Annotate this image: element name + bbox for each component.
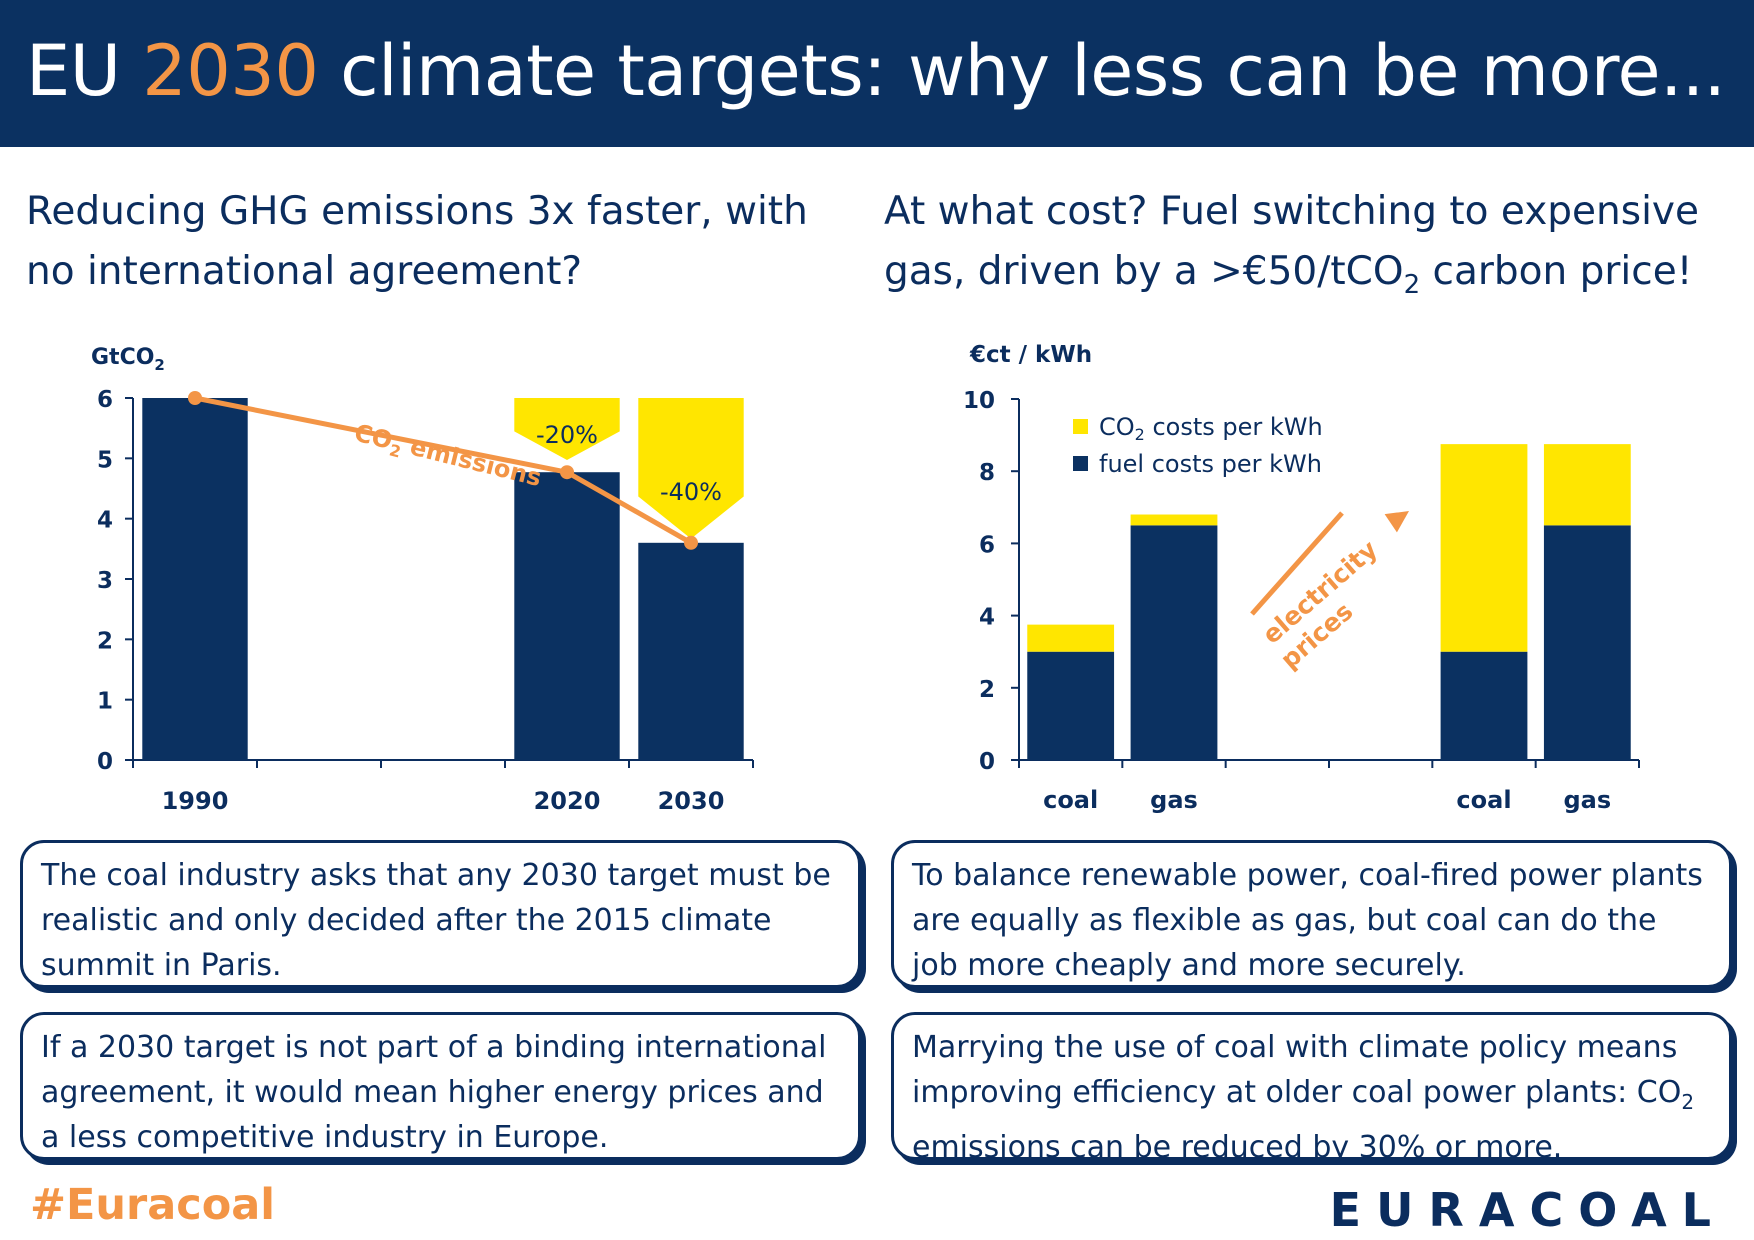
title-banner: EU 2030 climate targets: why less can be… [0, 0, 1754, 147]
efficiency-box-subscript: 2 [1681, 1090, 1695, 1114]
legend-label-fuel: fuel costs per kWh [1099, 450, 1322, 478]
efficiency-box: Marrying the use of coal with climate po… [891, 1012, 1732, 1165]
y-tick-label: 2 [979, 677, 995, 703]
reduction-label-2030: -40% [660, 478, 722, 506]
co2-point-2020 [560, 465, 574, 480]
co2-point-2030 [684, 535, 698, 550]
euracoal-logo: EURACOAL [1329, 1183, 1726, 1237]
y-tick-label: 0 [97, 749, 113, 775]
efficiency-box-text-end: emissions can be reduced by 30% or more. [912, 1130, 1563, 1165]
legend-label-co2: CO2 costs per kWh [1099, 413, 1323, 444]
bar-co2-gas [1130, 514, 1218, 526]
x-tick-label: gas [1563, 786, 1611, 814]
y-tick-label: 4 [979, 605, 995, 631]
page-title: EU 2030 climate targets: why less can be… [26, 30, 1726, 112]
x-tick-label: 2030 [658, 787, 725, 815]
bar-co2-gas [1543, 444, 1631, 526]
right-headline: At what cost? Fuel switching to expensiv… [884, 182, 1744, 315]
title-suffix: climate targets: why less can be more... [318, 30, 1726, 112]
bar-fuel-gas [1130, 525, 1218, 760]
legend-swatch-co2 [1073, 419, 1088, 434]
bar-fuel-gas [1543, 525, 1631, 760]
bar-co2-coal [1027, 624, 1115, 652]
left-headline: Reducing GHG emissions 3x faster, with n… [26, 189, 808, 294]
price-arrow-shaft [1250, 511, 1344, 616]
cost-chart: 0 2 4 6 8 10 coal gas coal gas €ct / kWh CO2 cost… [963, 342, 1640, 814]
x-tick-label: 1990 [162, 787, 229, 815]
co2-point-1990 [188, 391, 202, 405]
legend: CO2 costs per kWh fuel costs per kWh [1073, 413, 1323, 478]
y-tick-label: 1 [97, 689, 113, 715]
international-agreement-box: If a 2030 target is not part of a bindin… [20, 1012, 861, 1160]
x-tick-label: 2020 [534, 787, 601, 815]
title-year-highlight: 2030 [142, 30, 319, 112]
legend-swatch-fuel [1073, 456, 1088, 471]
coal-industry-box: The coal industry asks that any 2030 tar… [20, 840, 861, 988]
y-tick-label: 6 [979, 532, 995, 558]
right-headline-subscript: 2 [1403, 269, 1421, 300]
flexibility-box: To balance renewable power, coal-fired p… [891, 840, 1732, 988]
x-tick-label: coal [1043, 786, 1098, 814]
x-tick-label: gas [1150, 786, 1198, 814]
efficiency-box-text: Marrying the use of coal with climate po… [912, 1030, 1682, 1110]
right-headline-text-end: carbon price! [1420, 249, 1693, 294]
y-tick-label: 10 [963, 388, 995, 414]
electricity-prices-annotation: electricity prices [1250, 511, 1409, 675]
bar-fuel-coal [1440, 651, 1528, 760]
y-tick-label: 5 [97, 447, 113, 473]
y-axis-label: €ct / kWh [969, 342, 1092, 368]
price-arrow-head [1384, 511, 1409, 533]
y-tick-label: 3 [97, 568, 113, 594]
bar-2030 [638, 542, 744, 760]
reduction-flag-2030 [638, 398, 744, 539]
y-tick-label: 2 [97, 628, 113, 654]
y-axis-label: GtCO2 [91, 345, 165, 374]
bar-co2-coal [1440, 444, 1528, 652]
bar-fuel-coal [1027, 651, 1115, 760]
title-prefix: EU [26, 30, 143, 112]
y-tick-label: 4 [97, 508, 113, 534]
y-tick-label: 8 [979, 460, 995, 486]
right-headline-text: At what cost? Fuel switching to expensiv… [884, 189, 1699, 294]
bar-1990 [142, 398, 248, 760]
y-tick-label: 0 [979, 749, 995, 775]
y-tick-label: 6 [97, 387, 113, 413]
reduction-label-2020: -20% [536, 421, 598, 449]
bar-2020 [514, 472, 620, 760]
x-tick-label: coal [1456, 786, 1511, 814]
reduction-flag-2020 [514, 398, 620, 460]
hashtag[interactable]: #Euracoal [30, 1180, 276, 1230]
